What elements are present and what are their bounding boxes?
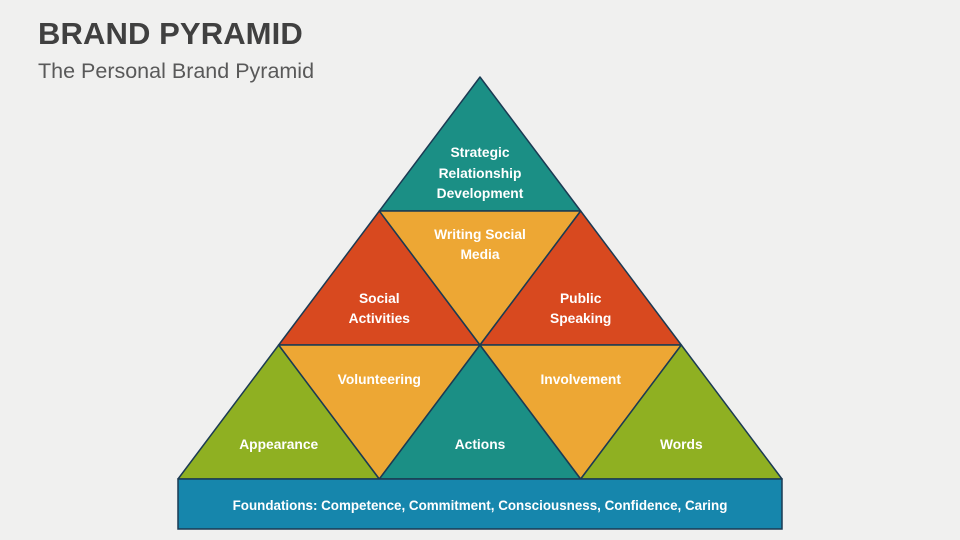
svg-text:Media: Media xyxy=(460,247,499,262)
svg-text:Strategic: Strategic xyxy=(450,145,509,160)
svg-text:Involvement: Involvement xyxy=(540,372,621,387)
svg-text:Relationship: Relationship xyxy=(439,166,522,181)
svg-text:Appearance: Appearance xyxy=(239,437,318,452)
svg-text:Foundations: Competence, Commi: Foundations: Competence, Commitment, Con… xyxy=(233,498,728,513)
svg-text:Speaking: Speaking xyxy=(550,311,611,326)
svg-text:Words: Words xyxy=(660,437,703,452)
svg-text:Writing Social: Writing Social xyxy=(434,227,526,242)
svg-text:Public: Public xyxy=(560,291,602,306)
svg-text:Actions: Actions xyxy=(455,437,506,452)
svg-text:Volunteering: Volunteering xyxy=(338,372,421,387)
svg-text:Social: Social xyxy=(359,291,400,306)
svg-text:Activities: Activities xyxy=(349,311,411,326)
svg-text:Development: Development xyxy=(437,186,524,201)
